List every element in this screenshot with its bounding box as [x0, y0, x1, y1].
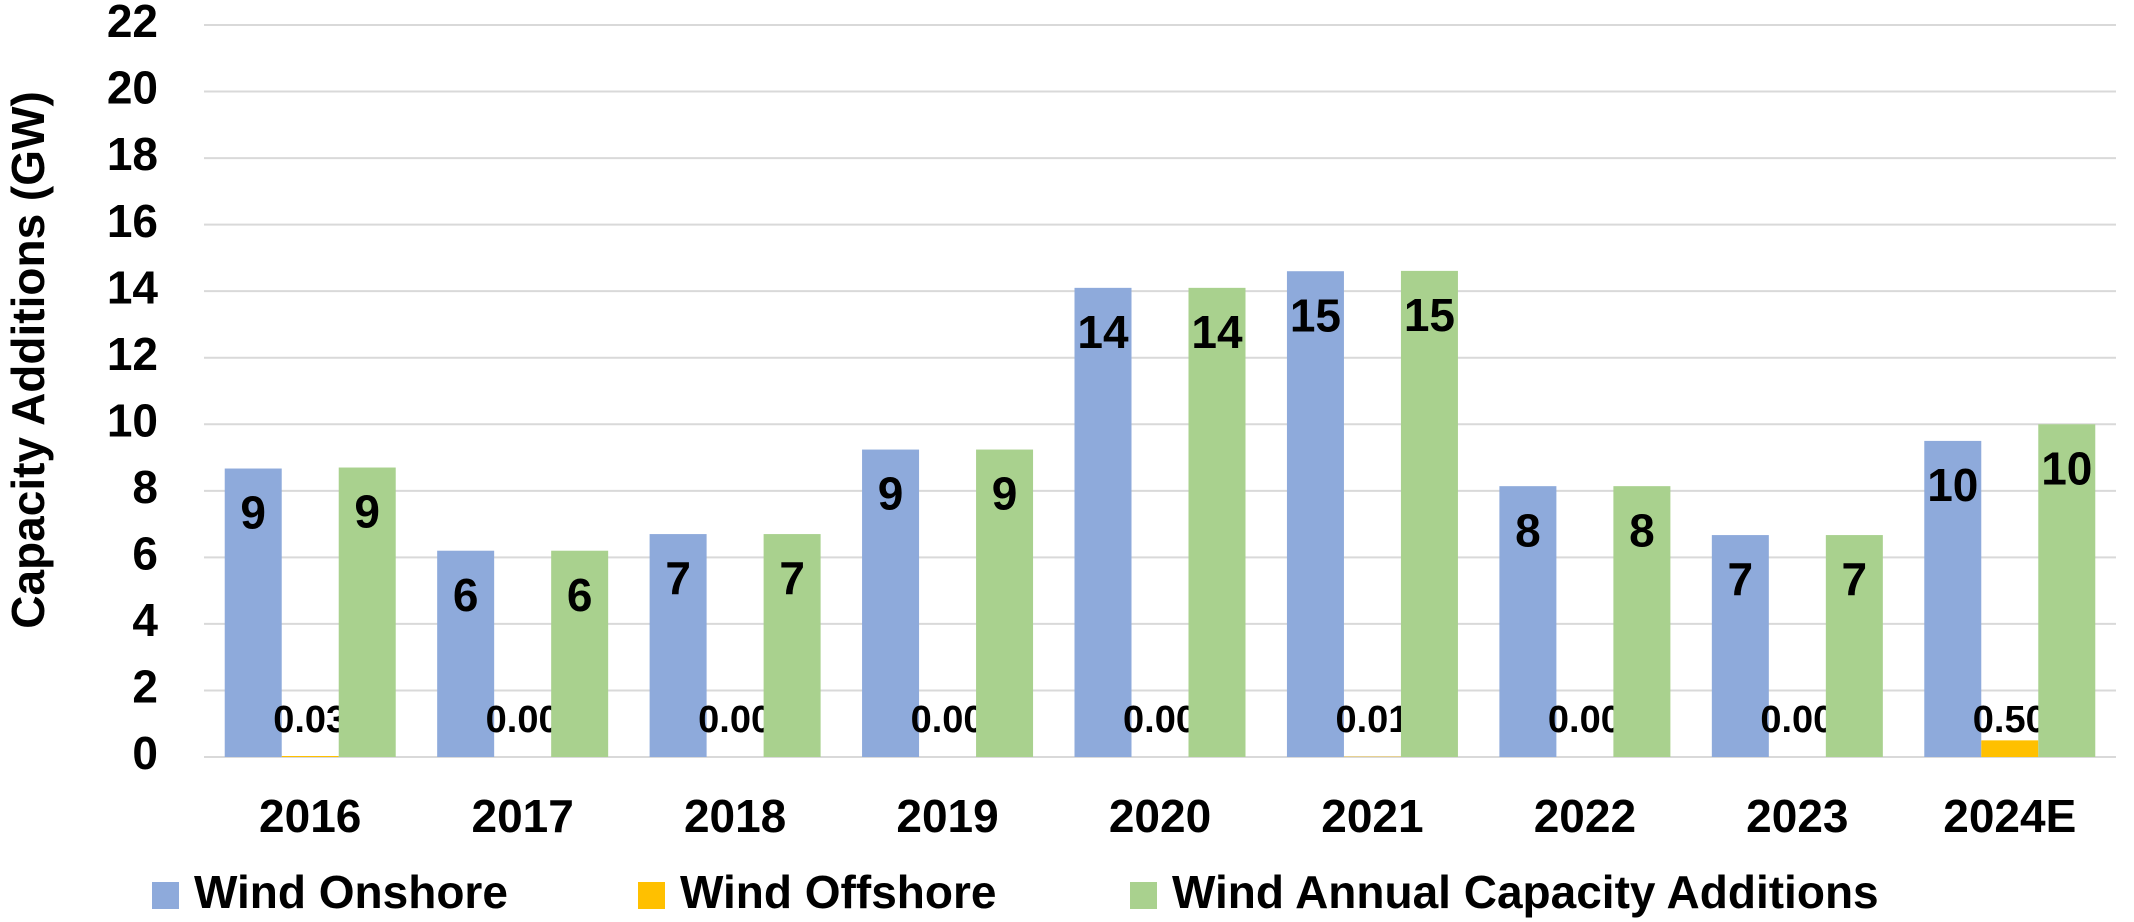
data-label: 9: [240, 487, 266, 539]
y-tick-label: 6: [132, 528, 158, 580]
bar: [1613, 486, 1671, 757]
data-label: 7: [1728, 553, 1754, 605]
bar: [1286, 271, 1344, 757]
y-tick-label: 12: [107, 328, 158, 380]
bar: [1711, 535, 1769, 757]
x-tick-label: 2022: [1534, 790, 1636, 842]
legend-label: Wind Onshore: [194, 866, 508, 918]
legend-swatch: [152, 882, 179, 909]
bar: [649, 534, 707, 757]
x-tick-label: 2019: [896, 790, 998, 842]
data-label: 8: [1629, 504, 1655, 556]
legend-label: Wind Annual Capacity Additions: [1172, 866, 1879, 918]
data-label: 10: [2041, 442, 2092, 494]
data-label: 15: [1404, 289, 1455, 341]
x-tick-label: 2020: [1109, 790, 1211, 842]
y-tick-label: 0: [132, 727, 158, 779]
data-label: 0.00: [1548, 699, 1622, 741]
y-tick-label: 18: [107, 128, 158, 180]
y-axis-label: Capacity Additions (GW): [2, 91, 54, 629]
data-label: 0.03: [273, 699, 347, 741]
data-label: 7: [1842, 553, 1868, 605]
y-tick-label: 8: [132, 461, 158, 513]
data-label: 0.00: [1760, 699, 1834, 741]
bar: [338, 467, 396, 757]
data-label: 10: [1927, 459, 1978, 511]
data-label: 7: [779, 552, 805, 604]
y-tick-label: 2: [132, 661, 158, 713]
legend-swatch: [638, 882, 665, 909]
data-label: 0.00: [911, 699, 985, 741]
x-tick-label: 2017: [471, 790, 573, 842]
data-label: 6: [453, 569, 479, 621]
x-tick-label: 2016: [259, 790, 361, 842]
x-tick-label: 2021: [1321, 790, 1423, 842]
data-label: 0.00: [698, 699, 772, 741]
y-tick-label: 16: [107, 195, 158, 247]
data-label: 15: [1290, 289, 1341, 341]
legend-swatch: [1130, 882, 1157, 909]
data-label: 14: [1077, 306, 1129, 358]
x-tick-label: 2023: [1746, 790, 1848, 842]
bar: [1188, 287, 1246, 757]
bar: [437, 550, 495, 757]
bar: [2038, 424, 2096, 757]
x-tick-label: 2024E: [1943, 790, 2076, 842]
data-label: 7: [665, 552, 691, 604]
bar: [976, 449, 1034, 757]
y-tick-label: 22: [107, 0, 158, 47]
bar: [1924, 440, 1982, 757]
bar: [281, 756, 339, 757]
data-label: 0.01: [1335, 699, 1409, 741]
data-label: 0.50: [1973, 699, 2047, 741]
bar: [551, 550, 609, 757]
y-tick-label: 14: [107, 261, 159, 313]
data-label: 0.00: [486, 699, 560, 741]
bar: [862, 449, 920, 757]
bar: [1400, 270, 1458, 757]
x-tick-label: 2018: [684, 790, 786, 842]
data-label: 0.00: [1123, 699, 1197, 741]
bar: [1074, 287, 1132, 757]
bar: [1825, 535, 1883, 757]
data-label: 9: [354, 486, 380, 538]
bar: [1499, 486, 1557, 757]
bar: [763, 534, 821, 757]
y-tick-label: 4: [132, 594, 158, 646]
data-label: 9: [992, 468, 1018, 520]
y-tick-label: 20: [107, 62, 158, 114]
legend-label: Wind Offshore: [680, 866, 996, 918]
data-label: 9: [878, 468, 904, 520]
data-label: 14: [1191, 306, 1243, 358]
bar: [1981, 740, 2039, 757]
bar: [224, 468, 282, 757]
y-tick-label: 10: [107, 394, 158, 446]
data-label: 8: [1515, 504, 1541, 556]
data-label: 6: [567, 569, 593, 621]
